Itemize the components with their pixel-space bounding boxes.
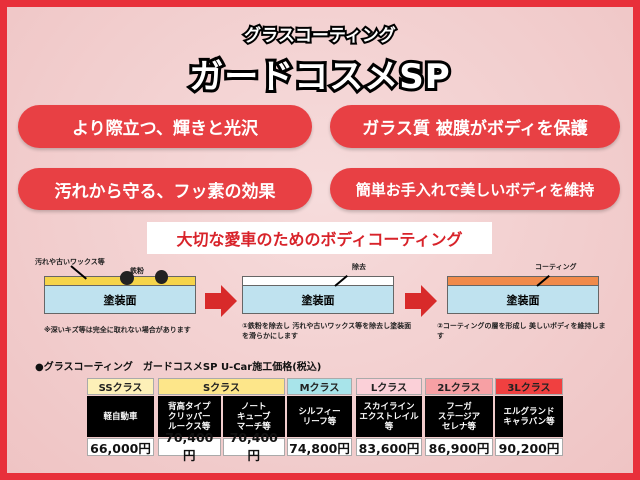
caption-1: ※深いキズ等は完全に取れない場合があります [44, 326, 191, 334]
product-title: ガードコスメSP [186, 54, 452, 100]
price-value: 66,000円 [87, 438, 154, 456]
caption-2: ①鉄粉を除去し 汚れや古いワックス等を除去し塗装面を滑らかにします [242, 322, 412, 340]
class-header: Lクラス [356, 378, 422, 395]
section-banner: 大切な愛車のためのボディコーティング [147, 222, 492, 254]
surface-label: 塗装面 [506, 294, 540, 307]
diagram-cleaned: 塗装面 [242, 276, 394, 314]
dirt-label: 汚れや古いワックス等 [35, 258, 105, 266]
car-models: ノート キューブ マーチ等 [222, 396, 285, 437]
iron-label: 鉄粉 [130, 267, 144, 275]
price-value: 90,200円 [495, 438, 563, 456]
class-header: Mクラス [287, 378, 352, 395]
iron-particle-icon [120, 271, 134, 285]
subtitle: グラスコーティング [242, 24, 398, 48]
car-models: フーガ ステージア セレナ等 [425, 396, 493, 437]
cleaned-layer [243, 277, 393, 286]
diagram-coated: 塗装面 [447, 276, 599, 314]
class-header: Sクラス [158, 378, 285, 395]
step-arrow-icon [405, 285, 437, 317]
car-models: 背高タイプ クリッパー ルークス等 [158, 396, 221, 437]
iron-particle-icon [155, 270, 168, 284]
car-models: エルグランド キャラバン等 [495, 396, 563, 437]
feature-pill-fluorine: 汚れから守る、フッ素の効果 [18, 168, 312, 210]
coating-label: コーティング [535, 263, 577, 271]
feature-pill-gloss: より際立つ、輝きと光沢 [18, 105, 312, 148]
car-models: スカイライン エクストレイル等 [356, 396, 422, 437]
price-value: 70,400円 [158, 430, 221, 463]
feature-pill-protect: ガラス質 被膜がボディを保護 [330, 105, 620, 148]
remove-label: 除去 [352, 263, 366, 271]
class-header: SSクラス [87, 378, 154, 395]
price-value: 70,400円 [222, 430, 285, 463]
price-value: 83,600円 [356, 438, 422, 456]
car-models: シルフィー リーフ等 [287, 396, 352, 437]
caption-3: ②コーティングの層を形成し 美しいボディを維持します [437, 322, 606, 340]
surface-label: 塗装面 [103, 294, 137, 307]
price-heading: ●グラスコーティング ガードコスメSP U-Car施工価格(税込) [35, 362, 322, 373]
feature-pill-care: 簡単お手入れで美しいボディを維持 [330, 168, 620, 210]
coating-layer [448, 277, 598, 286]
step-arrow-icon [205, 285, 237, 317]
class-header: 2Lクラス [425, 378, 493, 395]
price-value: 86,900円 [425, 438, 493, 456]
class-header: 3Lクラス [495, 378, 563, 395]
diagram-before: 塗装面 [44, 276, 196, 314]
car-models: 軽自動車 [87, 396, 154, 437]
surface-label: 塗装面 [301, 294, 335, 307]
price-value: 74,800円 [287, 438, 352, 456]
